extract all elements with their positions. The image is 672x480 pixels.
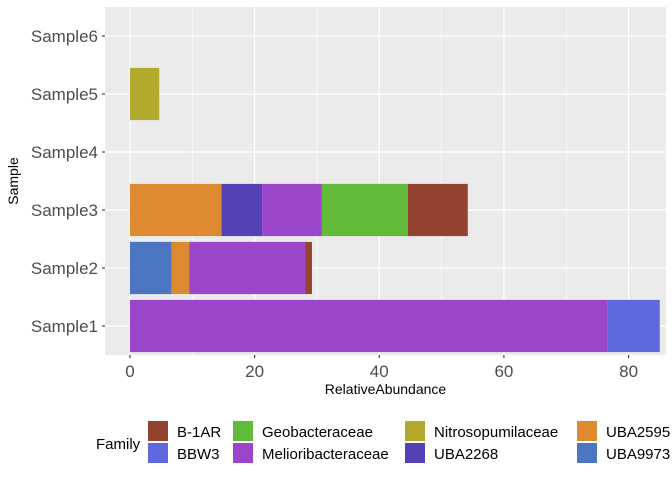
bar-uba2595-sample2 — [171, 241, 190, 295]
bar-uba2268-sample3 — [221, 183, 263, 237]
legend-label-bbw3: BBW3 — [177, 446, 220, 463]
y-axis-title: Sample — [5, 157, 21, 205]
bar-geobacteraceae-sample3 — [321, 183, 408, 237]
x-tick-label: 40 — [370, 362, 389, 381]
legend-title: Family — [96, 436, 141, 453]
legend-label-melioribacteraceae: Melioribacteraceae — [262, 446, 389, 463]
bar-uba2595-sample3 — [129, 183, 222, 237]
legend-label-uba2595: UBA2595 — [606, 424, 670, 441]
legend-key-uba2595 — [577, 421, 597, 441]
legend-key-melioribacteraceae — [233, 443, 253, 463]
legend-key-geobacteraceae — [233, 421, 253, 441]
x-tick-label: 60 — [494, 362, 513, 381]
x-axis-title: RelativeAbundance — [325, 381, 447, 397]
legend-key-b-1ar — [148, 421, 168, 441]
y-tick-label: Sample6 — [31, 27, 98, 46]
y-axis: Sample1 Sample2 Sample3 Sample4 Sample5 Sampl… — [31, 27, 105, 336]
y-tick-label: Sample2 — [31, 259, 98, 278]
bar-nitrosopumilaceae-sample5 — [129, 67, 160, 121]
bar-bbw3-sample1 — [607, 299, 660, 353]
legend-label-uba9973: UBA9973 — [606, 446, 670, 463]
legend-label-b-1ar: B-1AR — [177, 424, 221, 441]
legend: B-1AR BBW3 Geobacteraceae Melioribacteracea… — [148, 421, 670, 463]
legend-key-bbw3 — [148, 443, 168, 463]
legend-label-uba2268: UBA2268 — [434, 446, 498, 463]
y-tick-label: Sample5 — [31, 85, 98, 104]
x-tick-label: 20 — [245, 362, 264, 381]
x-axis: 0 20 40 60 80 — [125, 355, 638, 381]
grid-minor — [191, 7, 567, 355]
legend-label-geobacteraceae: Geobacteraceae — [262, 424, 373, 441]
x-tick-label: 0 — [125, 362, 134, 381]
x-tick-label: 80 — [619, 362, 638, 381]
bar-b-1ar-sample2 — [305, 241, 312, 295]
bar-b-1ar-sample3 — [407, 183, 468, 237]
plot-panel — [105, 7, 666, 355]
bar-melioribacteraceae-sample3 — [262, 183, 322, 237]
y-tick-label: Sample3 — [31, 201, 98, 220]
bar-melioribacteraceae-sample1 — [129, 299, 608, 353]
bar-uba9973-sample2 — [129, 241, 172, 295]
bar-melioribacteraceae-sample2 — [189, 241, 306, 295]
y-tick-label: Sample4 — [31, 143, 98, 162]
legend-label-nitrosopumilaceae: Nitrosopumilaceae — [434, 424, 558, 441]
y-tick-label: Sample1 — [31, 317, 98, 336]
legend-key-uba9973 — [577, 443, 597, 463]
legend-key-uba2268 — [405, 443, 425, 463]
legend-key-nitrosopumilaceae — [405, 421, 425, 441]
bars — [129, 67, 660, 353]
